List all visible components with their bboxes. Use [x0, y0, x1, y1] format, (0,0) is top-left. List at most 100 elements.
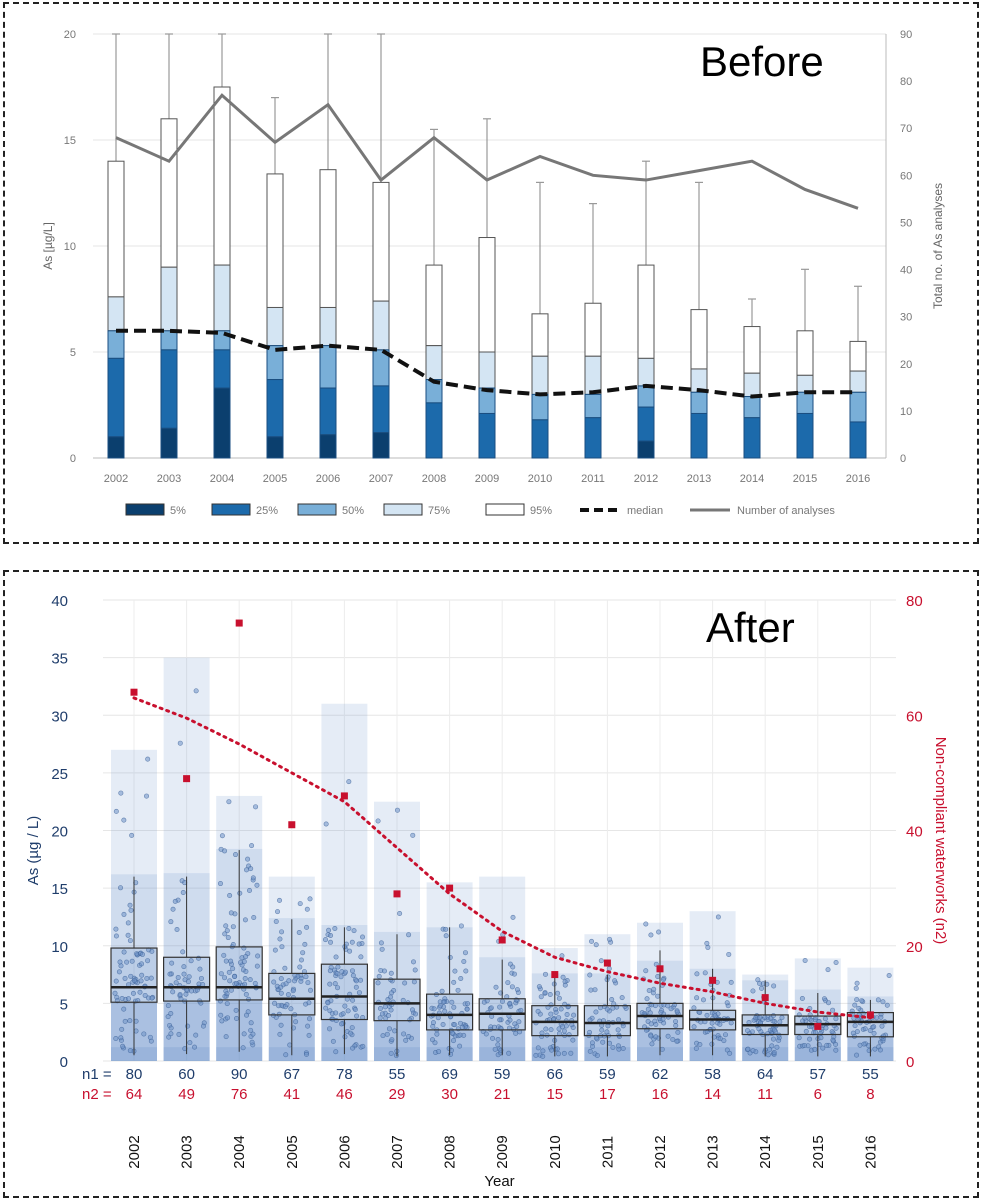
after-data-point	[327, 968, 333, 974]
before-bar-p75	[849, 370, 867, 393]
after-data-point	[218, 1012, 224, 1018]
after-data-point	[439, 988, 445, 994]
after-data-point	[514, 987, 520, 993]
before-x-tick: 2004	[210, 473, 234, 485]
after-data-point	[721, 1038, 727, 1044]
after-data-point	[223, 923, 229, 929]
before-bar-p25	[796, 412, 814, 459]
after-data-point	[356, 990, 362, 996]
after-data-point	[538, 994, 544, 1000]
after-data-point	[483, 1031, 489, 1037]
after-data-point	[174, 926, 180, 932]
after-data-point	[610, 1044, 616, 1050]
after-data-point	[127, 938, 133, 944]
after-data-point	[465, 1001, 471, 1007]
before-bar-p75	[531, 355, 549, 395]
after-data-point	[225, 935, 231, 941]
after-data-point	[875, 997, 881, 1003]
before-title: Before	[700, 38, 824, 85]
after-y-tick: 10	[51, 939, 68, 956]
after-n1-value: 90	[231, 1066, 248, 1083]
after-data-point	[535, 1008, 541, 1014]
after-data-point	[436, 1049, 442, 1055]
after-data-point	[833, 960, 839, 966]
after-data-point	[771, 1027, 777, 1033]
after-x-tick: 2004	[231, 1135, 248, 1168]
before-bar-p50	[319, 345, 337, 389]
after-n1-value: 55	[862, 1066, 879, 1083]
after-data-point	[543, 1026, 549, 1032]
after-data-point	[230, 966, 236, 972]
after-data-point	[568, 1050, 574, 1056]
after-data-point	[228, 910, 234, 916]
before-y2-tick: 80	[900, 76, 912, 88]
after-data-point	[328, 939, 334, 945]
after-data-point	[353, 978, 359, 984]
after-data-point	[649, 1041, 655, 1047]
after-x-tick: 2003	[179, 1135, 196, 1168]
after-data-point	[774, 1044, 780, 1050]
before-x-tick: 2009	[475, 473, 499, 485]
after-data-point	[375, 980, 381, 986]
after-data-point	[745, 1046, 751, 1052]
after-data-point	[607, 936, 613, 942]
before-y2-tick: 20	[900, 359, 912, 371]
after-noncompliant-point	[866, 1011, 874, 1019]
after-box	[373, 978, 421, 1022]
after-data-point	[393, 1052, 399, 1058]
after-data-point	[493, 984, 499, 990]
after-data-point	[495, 1037, 501, 1043]
after-data-point	[226, 969, 232, 975]
after-data-point	[349, 939, 355, 945]
after-data-point	[673, 1023, 679, 1029]
after-data-point	[169, 960, 175, 966]
after-data-point	[854, 997, 860, 1003]
after-data-point	[507, 1017, 513, 1023]
after-data-point	[878, 1014, 884, 1020]
before-bar-p95	[637, 264, 655, 359]
after-box	[163, 956, 211, 1002]
before-panel	[3, 2, 979, 544]
after-data-point	[133, 1018, 139, 1024]
after-data-point	[665, 1033, 671, 1039]
after-n1-value: 59	[494, 1066, 511, 1083]
after-n2-value: 15	[546, 1086, 563, 1103]
after-y-tick: 5	[60, 996, 68, 1013]
after-data-point	[117, 959, 123, 965]
after-data-point	[700, 997, 706, 1003]
after-data-point	[694, 995, 700, 1001]
after-data-point	[376, 973, 382, 979]
after-data-point	[548, 1011, 554, 1017]
after-data-point	[717, 1021, 723, 1027]
after-x-tick: 2007	[389, 1135, 406, 1168]
before-bar-p75	[796, 374, 814, 393]
after-data-point	[449, 999, 455, 1005]
before-bar-p5	[637, 440, 655, 459]
after-data-point	[188, 958, 194, 964]
before-x-tick: 2005	[263, 473, 287, 485]
after-data-point	[547, 991, 553, 997]
after-data-point	[223, 958, 229, 964]
after-data-point	[615, 1043, 621, 1049]
after-data-point	[303, 1001, 309, 1007]
after-data-point	[648, 1033, 654, 1039]
after-data-point	[599, 1027, 605, 1033]
after-data-point	[392, 1028, 398, 1034]
after-data-point	[242, 976, 248, 982]
before-y2-tick: 0	[900, 453, 906, 465]
after-data-point	[829, 1029, 835, 1035]
before-x-tick: 2015	[793, 473, 817, 485]
after-data-point	[660, 977, 666, 983]
after-data-point	[227, 892, 233, 898]
after-data-point	[200, 1023, 206, 1029]
after-data-point	[147, 1034, 153, 1040]
after-data-point	[120, 1043, 126, 1049]
after-data-point	[643, 921, 649, 927]
after-y-tick: 40	[51, 593, 68, 610]
after-data-point	[332, 981, 338, 987]
after-data-point	[296, 930, 302, 936]
after-data-point	[620, 1045, 626, 1051]
after-n2-value: 16	[652, 1086, 669, 1103]
after-data-point	[346, 779, 352, 785]
after-data-point	[237, 890, 243, 896]
